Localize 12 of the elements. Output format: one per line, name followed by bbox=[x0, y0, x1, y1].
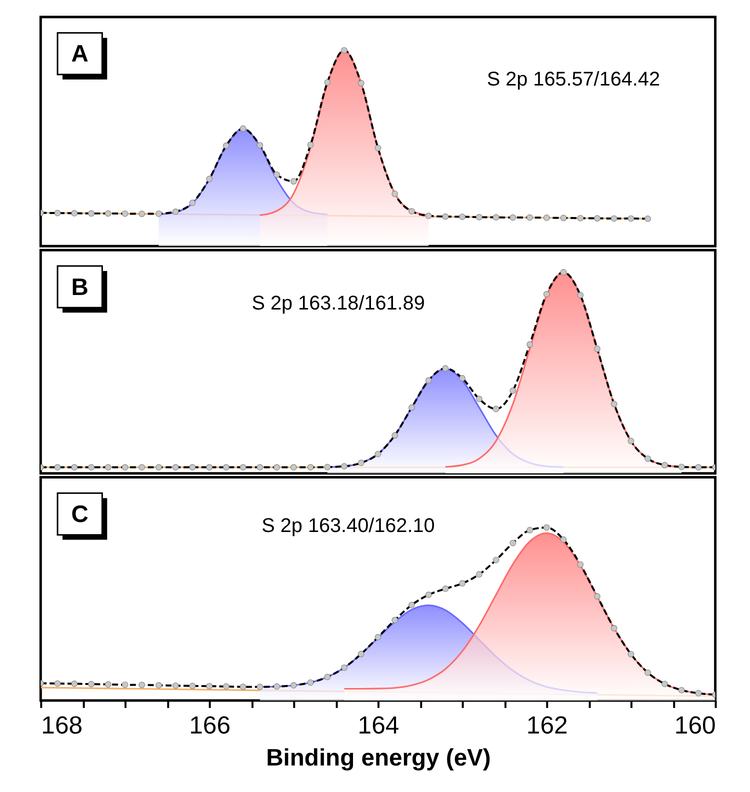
annotation: A bbox=[71, 40, 88, 68]
annotation: C bbox=[71, 500, 88, 528]
annotation: S 2p 163.18/161.89 bbox=[252, 292, 425, 315]
x-tick-label: 166 bbox=[189, 712, 231, 740]
annotation: S 2p 163.40/162.10 bbox=[262, 514, 435, 537]
x-axis-title: Binding energy (eV) bbox=[266, 744, 491, 772]
x-tick-label: 164 bbox=[358, 712, 400, 740]
x-tick-label: 160 bbox=[674, 712, 716, 740]
annotation: S 2p 165.57/164.42 bbox=[486, 68, 660, 90]
x-tick-label: 168 bbox=[41, 712, 83, 740]
annotation: B bbox=[71, 274, 88, 301]
x-tick-label: 162 bbox=[526, 712, 568, 740]
